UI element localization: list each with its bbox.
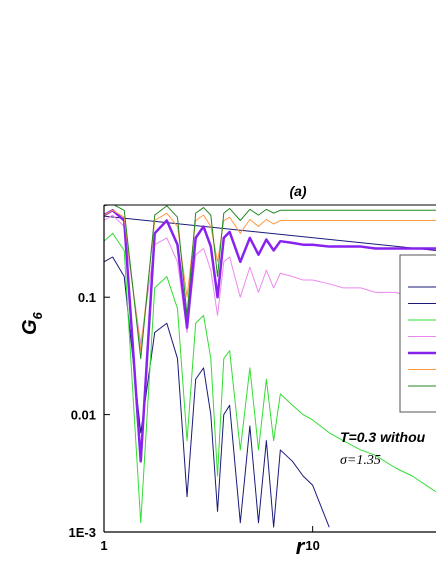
series-line bbox=[104, 209, 436, 463]
series-line bbox=[104, 214, 436, 345]
y-axis-label: G6 bbox=[19, 311, 45, 335]
plot-area bbox=[104, 205, 436, 528]
x-axis-label: r bbox=[296, 534, 306, 559]
x-tick-label: 1 bbox=[100, 538, 107, 553]
y-axis-label-subscript: 6 bbox=[30, 311, 45, 319]
series-line bbox=[104, 209, 436, 352]
y-tick-label: 1E-3 bbox=[69, 525, 96, 540]
y-tick-label: 0.1 bbox=[78, 290, 96, 305]
y-axis-label-group: G6 bbox=[19, 311, 45, 335]
y-axis-label-main: G bbox=[19, 319, 41, 335]
chart-title: (a) bbox=[289, 183, 306, 199]
series-line bbox=[104, 205, 436, 360]
annotation: σ=1.35 bbox=[340, 453, 381, 468]
y-tick-label: 0.01 bbox=[71, 408, 96, 423]
series-line bbox=[104, 256, 330, 528]
legend-box bbox=[399, 254, 436, 413]
series-line bbox=[104, 215, 436, 251]
annotation: T=0.3 withou bbox=[340, 429, 426, 445]
x-tick-label: 10 bbox=[305, 538, 319, 553]
series-line bbox=[104, 232, 436, 524]
legend bbox=[408, 286, 436, 387]
